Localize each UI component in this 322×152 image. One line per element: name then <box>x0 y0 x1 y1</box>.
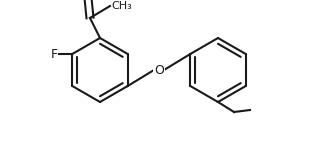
Text: CH₃: CH₃ <box>111 1 132 11</box>
Text: O: O <box>154 64 164 76</box>
Text: F: F <box>51 47 58 60</box>
